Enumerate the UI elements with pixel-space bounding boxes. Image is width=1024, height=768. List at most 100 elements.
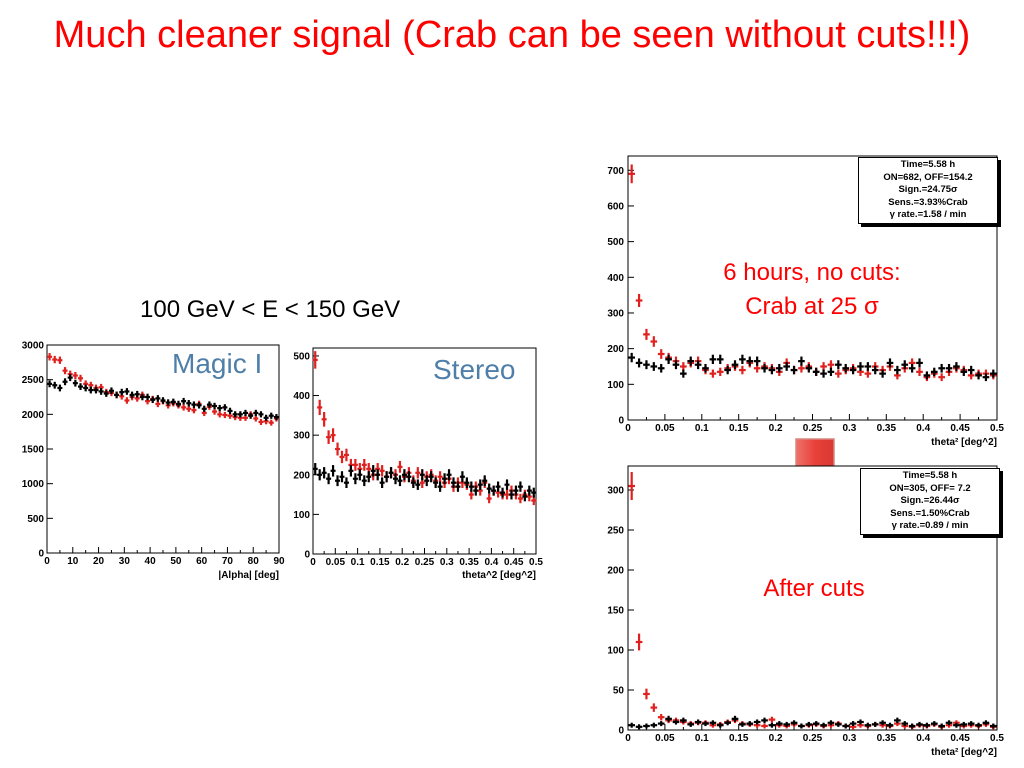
off-point — [739, 721, 746, 727]
x-tick-label: 0.2 — [769, 423, 783, 434]
off-series — [628, 352, 997, 382]
x-tick-label: 0 — [625, 423, 631, 434]
off-point — [268, 412, 274, 419]
off-point — [468, 481, 474, 492]
stats-line: ON=682, OFF=154.2 — [883, 171, 973, 183]
y-tick-label: 400 — [607, 273, 624, 284]
x-tick-label: 80 — [248, 556, 260, 567]
off-point — [455, 481, 461, 492]
y-tick-label: 500 — [27, 514, 44, 525]
off-point — [694, 360, 702, 370]
off-point — [709, 720, 717, 726]
off-point — [775, 363, 783, 373]
stats-line: Sign.=26.44σ — [900, 495, 960, 506]
on-point — [650, 703, 658, 712]
on-point — [657, 714, 665, 721]
off-point — [657, 721, 665, 727]
x-tick-label: 0.05 — [655, 423, 675, 434]
off-point — [98, 388, 104, 395]
off-point — [464, 477, 470, 489]
stereo-theta2-plot: 0 0.05 0.1 0.15 0.2 0.25 0.3 0.35 0.4 0.45 0.5 0 100… — [293, 347, 543, 581]
on-point — [820, 362, 827, 371]
off-point — [212, 402, 218, 410]
on-point — [78, 374, 84, 382]
off-point — [746, 356, 754, 366]
x-tick-label: 0.25 — [803, 733, 823, 744]
nocuts-note-line2: Crab at 25 σ — [745, 293, 879, 320]
x-axis-title: theta² [deg^2] — [931, 747, 997, 758]
x-tick-label: 0 — [44, 556, 50, 567]
off-point — [923, 371, 931, 380]
off-point — [938, 363, 945, 373]
off-point — [108, 387, 114, 395]
off-point — [477, 479, 483, 490]
off-point — [716, 722, 724, 728]
on-point — [680, 362, 687, 371]
off-point — [72, 379, 78, 387]
off-point — [879, 369, 886, 378]
x-tick-label: 30 — [119, 556, 131, 567]
on-point — [761, 723, 768, 729]
off-point — [312, 463, 318, 475]
off-point — [160, 397, 166, 404]
off-point — [805, 721, 813, 727]
off-point — [908, 723, 916, 729]
off-point — [820, 369, 827, 378]
off-point — [222, 404, 228, 411]
off-point — [960, 367, 968, 376]
off-point — [531, 487, 537, 498]
on-point — [628, 164, 636, 184]
y-tick-label: 1500 — [22, 445, 45, 456]
off-point — [842, 363, 850, 373]
y-tick-label: 2500 — [22, 375, 45, 386]
off-point — [945, 720, 953, 726]
off-point — [253, 409, 259, 417]
on-point — [397, 460, 403, 473]
off-point — [975, 371, 982, 380]
x-tick-label: 10 — [67, 556, 79, 567]
on-point — [72, 371, 78, 380]
x-tick-label: 0.1 — [695, 423, 709, 434]
off-series — [47, 374, 279, 421]
off-point — [643, 360, 650, 370]
x-tick-label: 0.5 — [529, 557, 543, 568]
on-point — [339, 450, 345, 464]
off-point — [206, 401, 212, 408]
off-point — [635, 724, 643, 730]
x-tick-label: 40 — [145, 556, 157, 567]
off-point — [746, 721, 754, 727]
stats-line: Time=5.58 h — [900, 159, 956, 170]
on-point — [312, 351, 318, 369]
off-point — [263, 414, 269, 421]
off-point — [945, 363, 953, 373]
off-point — [482, 475, 488, 487]
off-point — [702, 721, 709, 727]
x-tick-label: 0.5 — [990, 423, 1004, 434]
off-point — [175, 400, 181, 408]
off-point — [835, 721, 842, 727]
y-tick-label: 50 — [613, 686, 625, 697]
off-point — [857, 362, 864, 371]
x-tick-label: 20 — [93, 556, 105, 567]
x-tick-label: 70 — [222, 556, 234, 567]
off-point — [155, 395, 161, 402]
on-point — [739, 365, 746, 375]
off-point — [379, 477, 385, 489]
on-point — [352, 458, 358, 471]
off-point — [665, 715, 672, 722]
on-point — [916, 367, 923, 376]
off-point — [938, 723, 945, 729]
on-point — [486, 493, 492, 504]
off-point — [196, 402, 202, 409]
off-point — [894, 365, 901, 375]
x-tick-label: 0.25 — [415, 557, 435, 568]
off-point — [124, 388, 130, 395]
off-point — [680, 369, 687, 378]
on-point — [335, 442, 341, 456]
off-point — [459, 471, 465, 483]
off-point — [687, 356, 695, 366]
x-tick-label: 0.4 — [916, 733, 930, 744]
aftercuts-stats-box: Time=5.58 h ON=305, OFF= 7.2 Sign.=26.44… — [860, 468, 1000, 535]
on-point — [253, 415, 259, 422]
off-point — [967, 721, 975, 727]
